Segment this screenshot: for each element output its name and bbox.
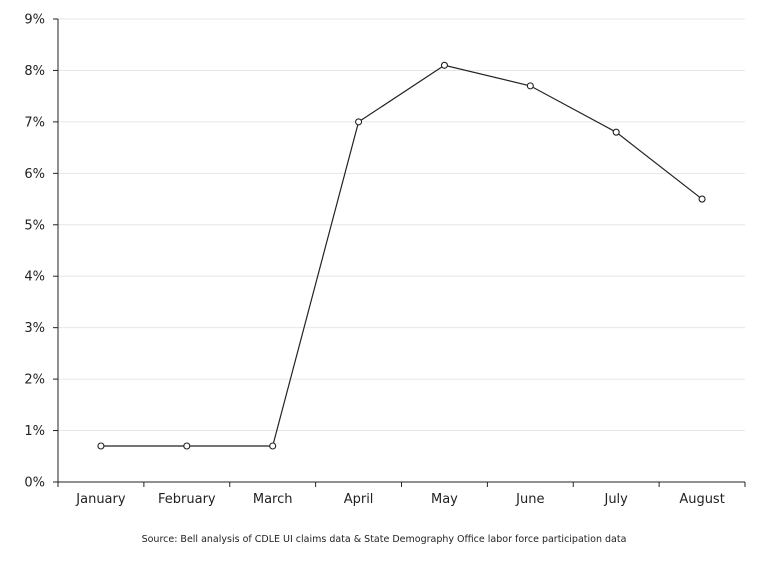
y-tick-label: 0% <box>24 476 45 491</box>
x-tick-label: January <box>75 492 126 507</box>
x-tick-labels: January February March April May June July Augu… <box>75 492 725 507</box>
x-tick-label: July <box>603 492 628 507</box>
gridlines <box>58 18 745 432</box>
x-tick-label: June <box>515 492 544 507</box>
series <box>97 61 706 450</box>
series-line <box>100 64 703 447</box>
x-tick-label: March <box>253 492 293 507</box>
x-tick-label: August <box>679 492 725 507</box>
y-tick-label: 2% <box>24 373 45 388</box>
data-point <box>97 442 105 450</box>
y-tick-label: 5% <box>24 218 45 233</box>
x-tick-label: February <box>158 492 216 507</box>
x-tick-label: May <box>431 492 458 507</box>
data-point <box>183 442 191 450</box>
x-tick-label: April <box>344 492 374 507</box>
data-point <box>355 118 363 126</box>
y-tick-label: 8% <box>24 64 45 79</box>
data-point <box>612 128 620 136</box>
y-tick-label: 9% <box>24 13 45 28</box>
y-tick-label: 6% <box>24 167 45 182</box>
y-tick-label: 4% <box>24 270 45 285</box>
y-tick-label: 1% <box>24 424 45 439</box>
y-tick-label: 7% <box>24 115 45 130</box>
data-point <box>526 82 534 90</box>
axes <box>53 18 746 487</box>
y-tick-labels: 0% 1% 2% 3% 4% 5% 6% 7% 8% 9% <box>24 13 45 491</box>
data-point <box>440 61 448 69</box>
source-note: Source: Bell analysis of CDLE UI claims … <box>141 534 627 545</box>
data-point <box>698 195 706 203</box>
y-tick-label: 3% <box>24 321 45 336</box>
data-point <box>269 442 277 450</box>
